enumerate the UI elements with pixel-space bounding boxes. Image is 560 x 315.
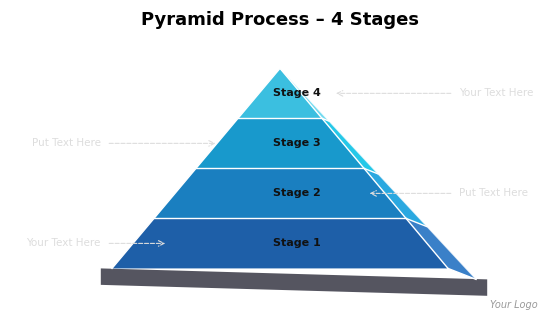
Polygon shape	[238, 68, 322, 118]
Text: Stage 4: Stage 4	[273, 89, 321, 98]
Polygon shape	[101, 268, 487, 296]
Text: Your Text Here: Your Text Here	[459, 89, 534, 98]
Polygon shape	[322, 118, 378, 174]
Polygon shape	[280, 68, 329, 121]
Text: Put Text Here: Put Text Here	[459, 188, 528, 198]
Text: Pyramid Process – 4 Stages: Pyramid Process – 4 Stages	[141, 11, 419, 30]
Text: Your Text Here: Your Text Here	[26, 238, 101, 249]
Text: Stage 3: Stage 3	[273, 138, 321, 148]
Text: Your Logo: Your Logo	[490, 300, 538, 310]
Polygon shape	[196, 118, 364, 169]
Text: Put Text Here: Put Text Here	[32, 138, 101, 148]
Polygon shape	[364, 169, 427, 226]
Polygon shape	[154, 169, 406, 218]
Text: Stage 2: Stage 2	[273, 188, 321, 198]
Polygon shape	[112, 218, 448, 268]
Text: Stage 1: Stage 1	[273, 238, 321, 249]
Polygon shape	[406, 218, 476, 279]
